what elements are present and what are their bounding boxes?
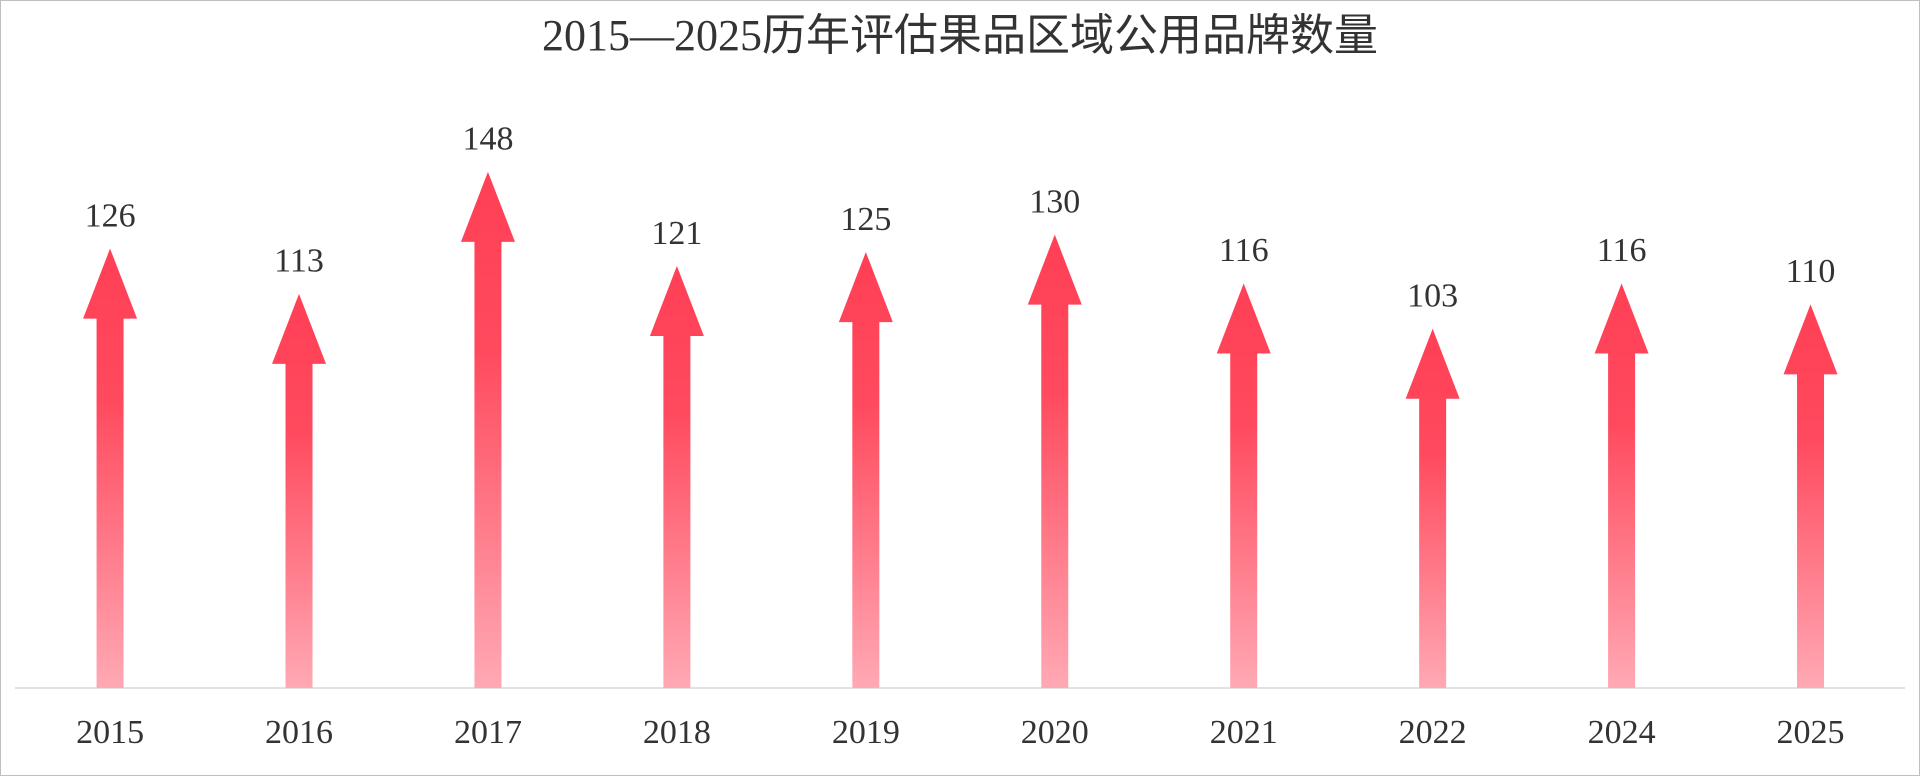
x-tick-label: 2020: [1021, 714, 1089, 751]
arrow-bar: [1594, 283, 1649, 688]
arrow-bar: [1216, 283, 1271, 688]
value-label: 148: [462, 121, 513, 158]
arrow-bar: [460, 171, 515, 689]
value-label: 110: [1786, 253, 1836, 290]
arrow-bar: [1405, 328, 1460, 688]
x-tick-label: 2022: [1399, 714, 1467, 751]
chart-title: 2015—2025历年评估果品区域公用品牌数量: [542, 11, 1378, 60]
arrow-bar: [649, 266, 704, 688]
arrow-bar: [838, 252, 893, 688]
value-label: 121: [651, 215, 702, 252]
value-label: 116: [1219, 232, 1269, 269]
x-tick-label: 2024: [1588, 714, 1656, 751]
arrow-bar: [272, 293, 327, 688]
value-label: 103: [1407, 278, 1458, 315]
arrow-bar: [1783, 304, 1838, 688]
x-tick-label: 2015: [76, 714, 144, 751]
x-tick-label: 2017: [454, 714, 522, 751]
x-tick-label: 2019: [832, 714, 900, 751]
x-tick-label: 2018: [643, 714, 711, 751]
x-tick-label: 2021: [1210, 714, 1278, 751]
arrow-bar: [1027, 234, 1082, 688]
value-label: 130: [1029, 183, 1080, 220]
x-tick-label: 2025: [1777, 714, 1845, 751]
x-tick-label: 2016: [265, 714, 333, 751]
value-label: 126: [85, 197, 136, 234]
value-label: 125: [840, 201, 891, 238]
arrow-bar: [83, 248, 138, 688]
value-label: 113: [274, 243, 324, 280]
value-label: 116: [1597, 232, 1647, 269]
